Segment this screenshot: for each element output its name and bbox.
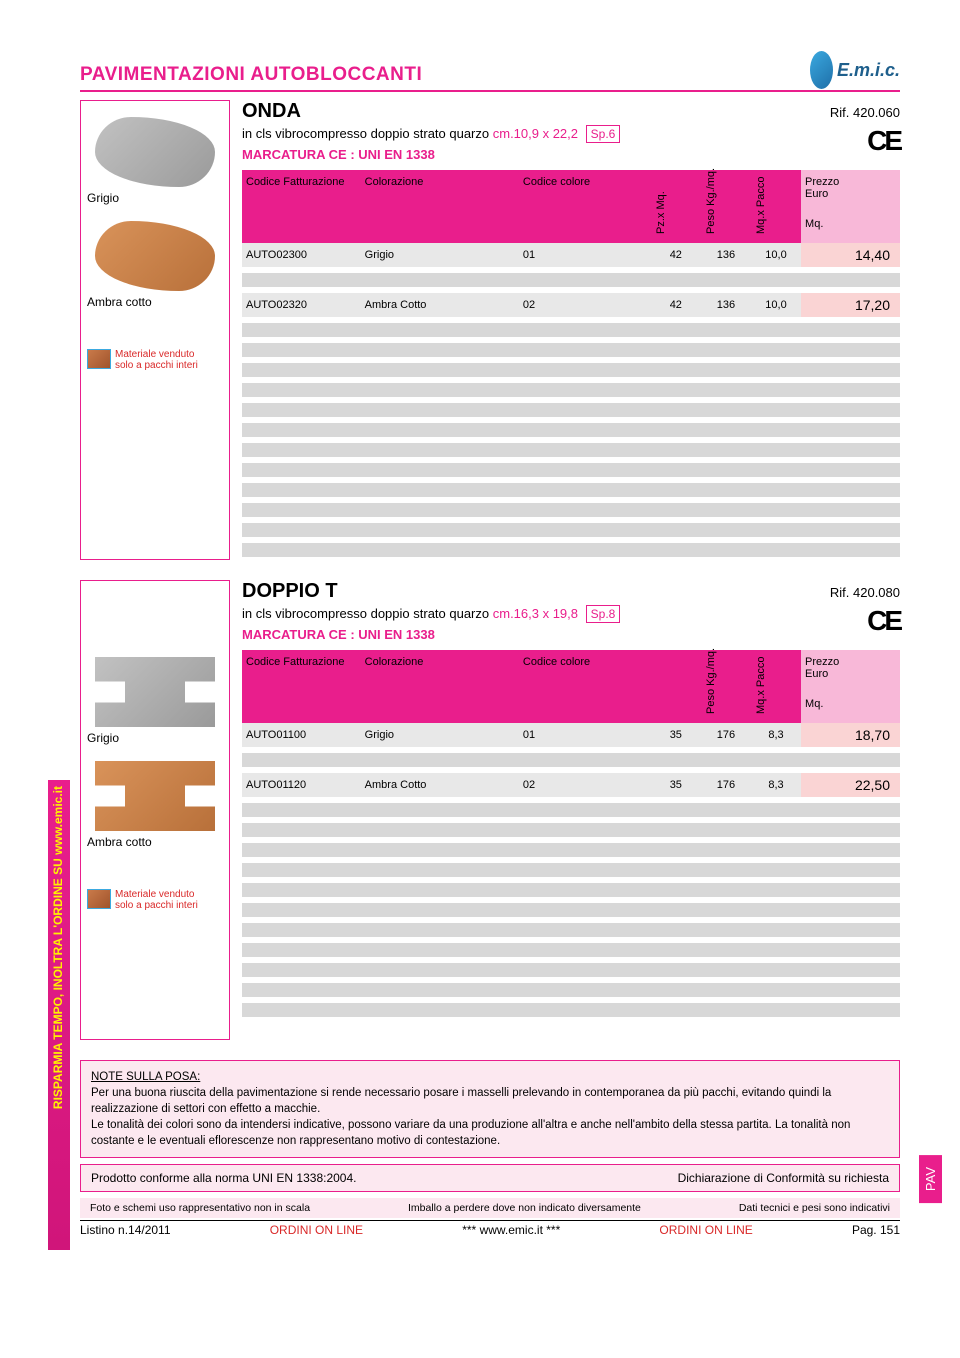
section-title: PAVIMENTAZIONI AUTOBLOCCANTI: [80, 64, 422, 90]
product-desc: in cls vibrocompresso doppio strato quar…: [242, 125, 900, 143]
price-table-onda: Codice Fatturazione Colorazione Codice c…: [242, 170, 900, 557]
th-price: Prezzo Euro Mq.: [801, 650, 900, 723]
table-row: AUTO02320 Ambra Cotto 02 42 136 10,0 17,…: [242, 293, 900, 317]
main-doppiot: DOPPIO T Rif. 420.080 in cls vibrocompre…: [242, 580, 900, 1040]
th-color: Colorazione: [361, 650, 519, 723]
product-name: DOPPIO T: [242, 580, 338, 603]
sidebar-label: Grigio: [87, 191, 223, 205]
th-mqxpacco: Mq.x Pacco: [751, 170, 801, 243]
sidebar-doppiot: Grigio Ambra cotto Materiale venduto sol…: [80, 580, 230, 1040]
pack-icon: [87, 889, 111, 909]
tile-image-ambra: [95, 221, 215, 291]
table-row: AUTO01100 Grigio 01 35 176 8,3 18,70: [242, 723, 900, 747]
sidebar-label: Ambra cotto: [87, 295, 223, 309]
conformity-box: Prodotto conforme alla norma UNI EN 1338…: [80, 1164, 900, 1192]
table-header-row: Codice Fatturazione Colorazione Codice c…: [242, 170, 900, 243]
footer-line: Listino n.14/2011 ORDINI ON LINE *** www…: [80, 1220, 900, 1237]
product-desc: in cls vibrocompresso doppio strato quar…: [242, 605, 900, 623]
sidebar-label: Grigio: [87, 731, 223, 745]
sp-badge: Sp.8: [586, 605, 621, 623]
pack-note: Materiale venduto solo a pacchi interi: [87, 349, 223, 371]
side-tab-pav: PAV: [919, 1155, 942, 1203]
footer-info-box: Foto e schemi uso rappresentativo non in…: [80, 1198, 900, 1218]
table-header-row: Codice Fatturazione Colorazione Codice c…: [242, 650, 900, 723]
logo: E.m.i.c.: [810, 50, 900, 90]
th-peso: Peso Kg./mq.: [701, 650, 751, 723]
ce-mark-icon: [867, 125, 900, 157]
ce-mark-icon: [867, 605, 900, 637]
side-strip: RISPARMIA TEMPO, INOLTRA L'ORDINE SU www…: [48, 780, 70, 1250]
price-table-doppiot: Codice Fatturazione Colorazione Codice c…: [242, 650, 900, 1017]
th-color: Colorazione: [361, 170, 519, 243]
note-title: NOTE SULLA POSA:: [91, 1071, 200, 1083]
sidebar-onda: Grigio Ambra cotto Materiale venduto sol…: [80, 100, 230, 560]
tile-image-grigio: [95, 117, 215, 187]
th-mqxpacco: Mq.x Pacco: [751, 650, 801, 723]
marcatura: MARCATURA CE : UNI EN 1338: [242, 627, 900, 642]
product-rif: Rif. 420.060: [830, 105, 900, 120]
note-box: NOTE SULLA POSA: Per una buona riuscita …: [80, 1060, 900, 1158]
note-body: Per una buona riuscita della pavimentazi…: [91, 1087, 850, 1147]
th-ccol: Codice colore: [519, 170, 651, 243]
th-code: Codice Fatturazione: [242, 650, 361, 723]
marcatura: MARCATURA CE : UNI EN 1338: [242, 147, 900, 162]
tile-image-grigio: [95, 657, 215, 727]
th-price: Prezzo Euro Mq.: [801, 170, 900, 243]
product-doppiot: Grigio Ambra cotto Materiale venduto sol…: [80, 580, 900, 1040]
page-header: PAVIMENTAZIONI AUTOBLOCCANTI E.m.i.c.: [80, 50, 900, 92]
pack-note: Materiale venduto solo a pacchi interi: [87, 889, 223, 911]
tile-image-ambra: [95, 761, 215, 831]
th-code: Codice Fatturazione: [242, 170, 361, 243]
pack-icon: [87, 349, 111, 369]
th-ccol: Codice colore: [519, 650, 651, 723]
product-onda: Grigio Ambra cotto Materiale venduto sol…: [80, 100, 900, 560]
th-n1: [651, 650, 701, 723]
sp-badge: Sp.6: [586, 125, 621, 143]
sidebar-label: Ambra cotto: [87, 835, 223, 849]
main-onda: ONDA Rif. 420.060 in cls vibrocompresso …: [242, 100, 900, 560]
th-peso: Peso Kg./mq.: [701, 170, 751, 243]
product-rif: Rif. 420.080: [830, 585, 900, 600]
table-row: AUTO01120 Ambra Cotto 02 35 176 8,3 22,5…: [242, 773, 900, 797]
table-row: AUTO02300 Grigio 01 42 136 10,0 14,40: [242, 243, 900, 267]
product-name: ONDA: [242, 100, 301, 123]
th-pzxmq: Pz.x Mq.: [651, 170, 701, 243]
